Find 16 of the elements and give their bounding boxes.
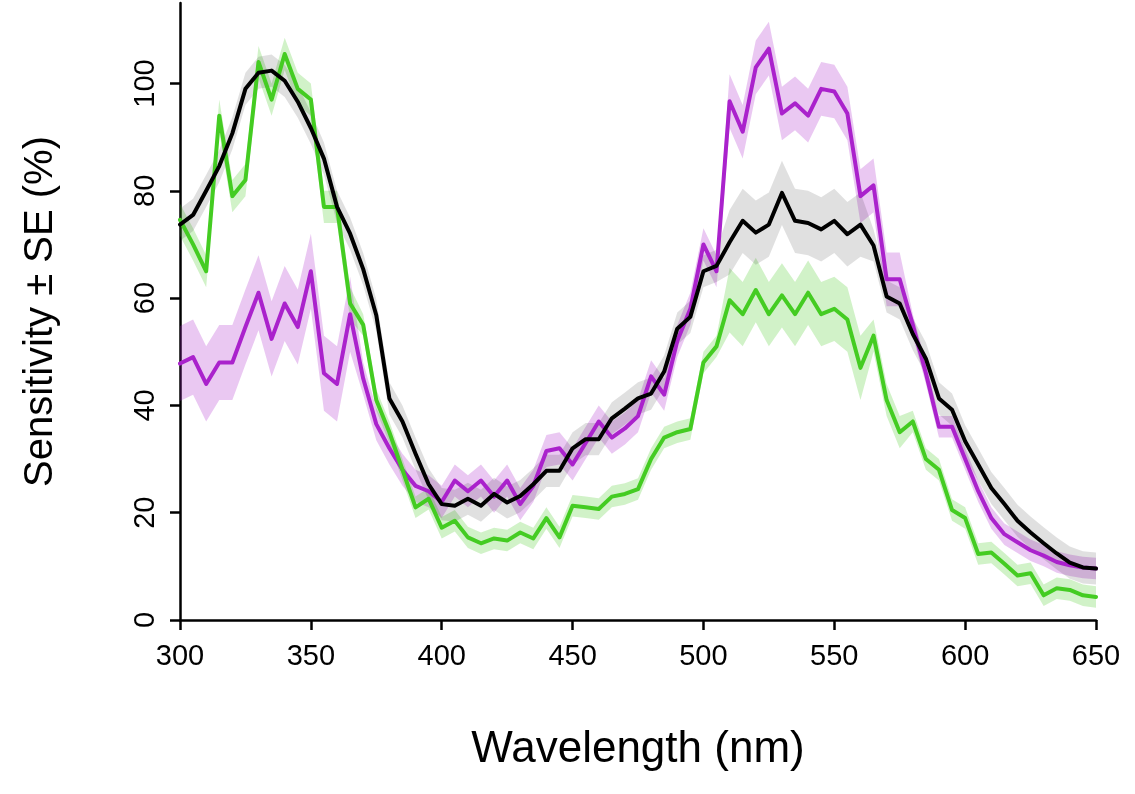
x-tick-label: 450 [548, 638, 597, 671]
y-tick-label: 100 [127, 59, 160, 108]
y-axis-title: Sensitivity ± SE (%) [16, 136, 60, 487]
x-tick-label: 600 [940, 638, 990, 671]
y-tick-label: 40 [127, 389, 160, 422]
y-tick-label: 20 [127, 496, 160, 529]
x-tick-label: 500 [679, 638, 728, 671]
x-tick-label: 300 [155, 638, 205, 671]
y-tick-label: 80 [127, 174, 160, 207]
y-tick-label: 0 [127, 611, 160, 629]
y-tick-label: 60 [127, 281, 160, 315]
x-axis-title: Wavelength (nm) [471, 721, 805, 771]
x-tick-label: 400 [417, 638, 466, 671]
x-tick-label: 350 [286, 638, 336, 671]
x-tick-label: 650 [1071, 638, 1121, 671]
x-tick-label: 550 [810, 638, 859, 671]
